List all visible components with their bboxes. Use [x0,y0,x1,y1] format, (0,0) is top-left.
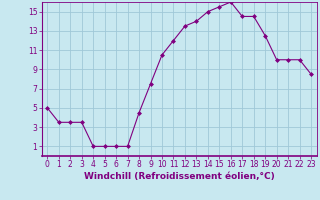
X-axis label: Windchill (Refroidissement éolien,°C): Windchill (Refroidissement éolien,°C) [84,172,275,181]
